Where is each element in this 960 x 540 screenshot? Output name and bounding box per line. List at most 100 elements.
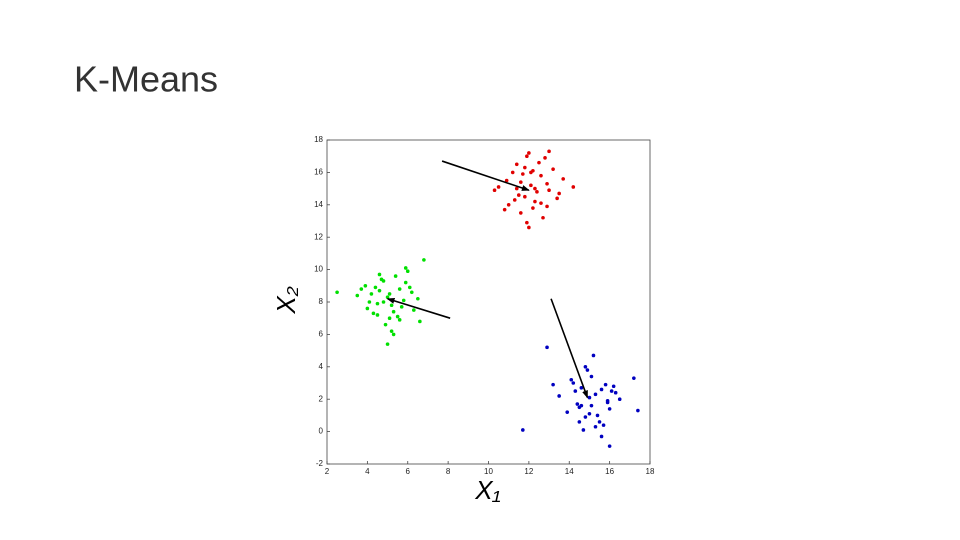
point bbox=[391, 309, 396, 314]
point bbox=[395, 314, 400, 319]
point bbox=[583, 365, 588, 369]
x-axis-label: X₁ bbox=[474, 475, 501, 505]
point bbox=[599, 434, 604, 439]
point bbox=[569, 377, 574, 382]
y-tick-label: 8 bbox=[319, 297, 324, 306]
point bbox=[383, 322, 388, 327]
point bbox=[537, 160, 541, 165]
point bbox=[607, 407, 612, 411]
point bbox=[547, 188, 551, 193]
point bbox=[609, 389, 614, 393]
point bbox=[389, 303, 394, 308]
point bbox=[593, 424, 598, 429]
point bbox=[519, 180, 523, 184]
x-tick-label: 4 bbox=[365, 467, 370, 476]
point bbox=[605, 399, 610, 403]
point bbox=[603, 382, 608, 387]
point bbox=[632, 376, 636, 380]
point bbox=[543, 156, 547, 160]
point bbox=[367, 300, 372, 304]
point bbox=[381, 279, 386, 283]
point bbox=[504, 178, 509, 183]
point bbox=[571, 381, 576, 385]
x-tick-label: 8 bbox=[446, 467, 451, 476]
point bbox=[391, 332, 396, 337]
point bbox=[412, 308, 416, 312]
point bbox=[589, 374, 594, 379]
point bbox=[539, 201, 543, 205]
point bbox=[527, 151, 531, 155]
point bbox=[403, 280, 408, 285]
point bbox=[335, 290, 339, 295]
point bbox=[407, 285, 412, 290]
point bbox=[512, 198, 517, 202]
point bbox=[516, 193, 521, 197]
y-tick-label: 10 bbox=[314, 265, 323, 274]
point bbox=[523, 194, 527, 199]
point bbox=[403, 266, 408, 270]
point bbox=[385, 342, 390, 346]
point bbox=[375, 301, 380, 306]
centroid-arrow bbox=[386, 297, 451, 319]
point bbox=[599, 387, 604, 392]
point bbox=[405, 269, 410, 274]
slide-title: K-Means bbox=[74, 59, 218, 100]
point bbox=[533, 186, 537, 191]
point bbox=[369, 292, 374, 296]
y-tick-label: 16 bbox=[314, 168, 323, 177]
point bbox=[591, 353, 596, 358]
point bbox=[399, 305, 404, 309]
point bbox=[583, 415, 588, 419]
point bbox=[593, 392, 598, 397]
point bbox=[581, 428, 586, 432]
y-axis-label: X₂ bbox=[271, 286, 301, 314]
point bbox=[514, 186, 519, 191]
y-tick-label: 12 bbox=[314, 232, 323, 241]
point bbox=[531, 168, 535, 173]
point bbox=[416, 296, 420, 301]
point bbox=[387, 316, 392, 321]
point bbox=[571, 185, 576, 189]
point bbox=[579, 386, 584, 390]
point bbox=[589, 403, 594, 408]
point bbox=[359, 287, 364, 291]
y-tick-label: 2 bbox=[319, 394, 324, 403]
point bbox=[393, 274, 398, 278]
point bbox=[525, 220, 529, 225]
y-tick-label: 6 bbox=[319, 330, 324, 339]
point bbox=[597, 420, 602, 424]
point bbox=[523, 165, 527, 170]
x-tick-label: 18 bbox=[646, 467, 655, 476]
point bbox=[565, 410, 570, 414]
x-tick-label: 12 bbox=[524, 467, 533, 476]
point bbox=[545, 345, 549, 350]
point bbox=[595, 413, 600, 418]
point bbox=[573, 389, 578, 393]
point bbox=[539, 173, 543, 178]
point bbox=[601, 423, 606, 427]
x-tick-label: 10 bbox=[484, 467, 493, 476]
point bbox=[377, 272, 382, 277]
point bbox=[519, 211, 523, 215]
point bbox=[545, 204, 549, 209]
point bbox=[397, 318, 402, 322]
point bbox=[525, 154, 529, 158]
y-tick-label: 18 bbox=[314, 135, 323, 144]
point bbox=[529, 183, 533, 188]
point bbox=[510, 170, 515, 175]
x-tick-label: 14 bbox=[565, 467, 574, 476]
point bbox=[561, 177, 565, 181]
point bbox=[521, 172, 525, 176]
point bbox=[613, 390, 618, 395]
y-tick-label: 14 bbox=[314, 200, 323, 209]
point bbox=[541, 215, 545, 220]
point bbox=[611, 384, 616, 389]
point bbox=[409, 290, 414, 295]
point bbox=[617, 397, 622, 402]
point bbox=[557, 191, 561, 196]
point bbox=[607, 444, 612, 448]
point bbox=[579, 403, 584, 408]
point bbox=[355, 293, 360, 298]
point bbox=[418, 319, 422, 324]
